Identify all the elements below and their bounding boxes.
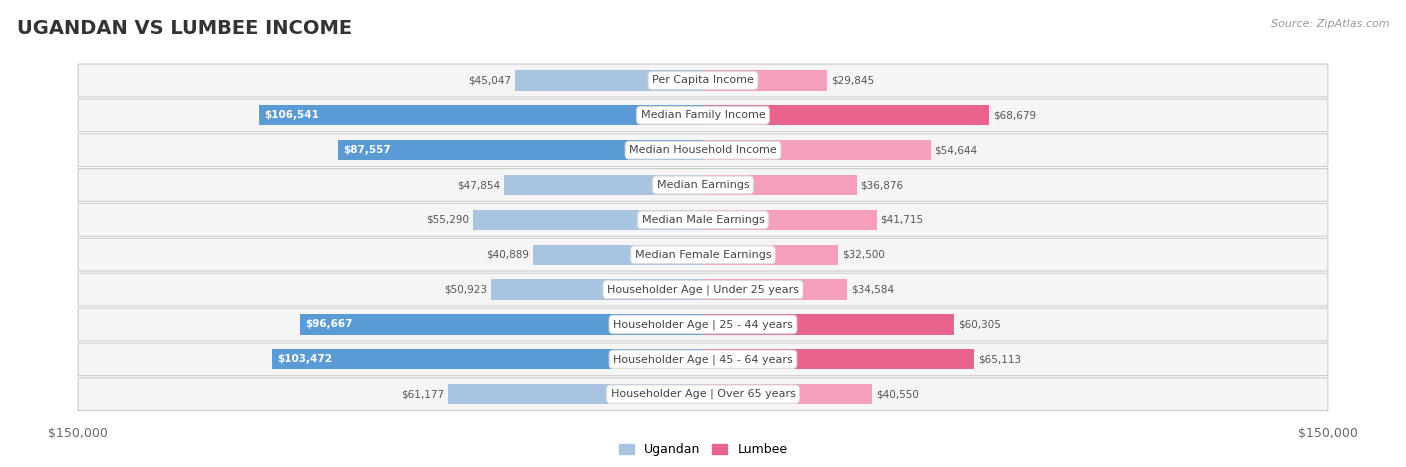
Bar [703, 279, 846, 300]
Text: Householder Age | 45 - 64 years: Householder Age | 45 - 64 years [613, 354, 793, 365]
Bar [271, 349, 703, 369]
Text: $68,679: $68,679 [993, 110, 1036, 120]
Text: $40,889: $40,889 [486, 250, 529, 260]
Text: Median Male Earnings: Median Male Earnings [641, 215, 765, 225]
Text: Median Earnings: Median Earnings [657, 180, 749, 190]
Text: $34,584: $34,584 [851, 284, 894, 295]
Text: $47,854: $47,854 [457, 180, 501, 190]
FancyBboxPatch shape [79, 343, 1327, 375]
Text: $65,113: $65,113 [979, 354, 1021, 364]
FancyBboxPatch shape [79, 99, 1327, 132]
Text: Householder Age | Under 25 years: Householder Age | Under 25 years [607, 284, 799, 295]
Text: Householder Age | Over 65 years: Householder Age | Over 65 years [610, 389, 796, 399]
Text: Source: ZipAtlas.com: Source: ZipAtlas.com [1271, 19, 1389, 28]
Text: $36,876: $36,876 [860, 180, 904, 190]
FancyBboxPatch shape [79, 134, 1327, 167]
Bar [703, 314, 955, 334]
Text: $45,047: $45,047 [468, 76, 512, 85]
Legend: Ugandan, Lumbee: Ugandan, Lumbee [613, 439, 793, 461]
Bar [703, 210, 877, 230]
Bar [472, 210, 703, 230]
Text: $50,923: $50,923 [444, 284, 486, 295]
Text: $41,715: $41,715 [880, 215, 924, 225]
Bar [703, 175, 856, 195]
Text: $106,541: $106,541 [264, 110, 319, 120]
Text: $60,305: $60,305 [957, 319, 1001, 329]
Bar [301, 314, 703, 334]
Bar [503, 175, 703, 195]
Bar [259, 105, 703, 126]
Text: Median Female Earnings: Median Female Earnings [634, 250, 772, 260]
FancyBboxPatch shape [79, 64, 1327, 97]
Text: $87,557: $87,557 [343, 145, 391, 155]
Text: $32,500: $32,500 [842, 250, 884, 260]
Bar [516, 71, 703, 91]
Bar [533, 245, 703, 265]
Text: Median Family Income: Median Family Income [641, 110, 765, 120]
Text: $40,550: $40,550 [876, 389, 918, 399]
Bar [703, 349, 974, 369]
Text: $103,472: $103,472 [277, 354, 332, 364]
Text: $96,667: $96,667 [305, 319, 353, 329]
Bar [703, 245, 838, 265]
FancyBboxPatch shape [79, 308, 1327, 341]
Bar [449, 384, 703, 404]
Bar [339, 140, 703, 160]
Text: Per Capita Income: Per Capita Income [652, 76, 754, 85]
Bar [703, 71, 827, 91]
Text: UGANDAN VS LUMBEE INCOME: UGANDAN VS LUMBEE INCOME [17, 19, 352, 38]
Bar [703, 140, 931, 160]
FancyBboxPatch shape [79, 378, 1327, 410]
Bar [491, 279, 703, 300]
FancyBboxPatch shape [79, 238, 1327, 271]
Text: Median Household Income: Median Household Income [628, 145, 778, 155]
Text: $54,644: $54,644 [935, 145, 977, 155]
Text: $29,845: $29,845 [831, 76, 875, 85]
Text: Householder Age | 25 - 44 years: Householder Age | 25 - 44 years [613, 319, 793, 330]
Text: $61,177: $61,177 [401, 389, 444, 399]
Text: $55,290: $55,290 [426, 215, 470, 225]
Bar [703, 105, 988, 126]
FancyBboxPatch shape [79, 273, 1327, 306]
Bar [703, 384, 872, 404]
FancyBboxPatch shape [79, 204, 1327, 236]
FancyBboxPatch shape [79, 169, 1327, 201]
